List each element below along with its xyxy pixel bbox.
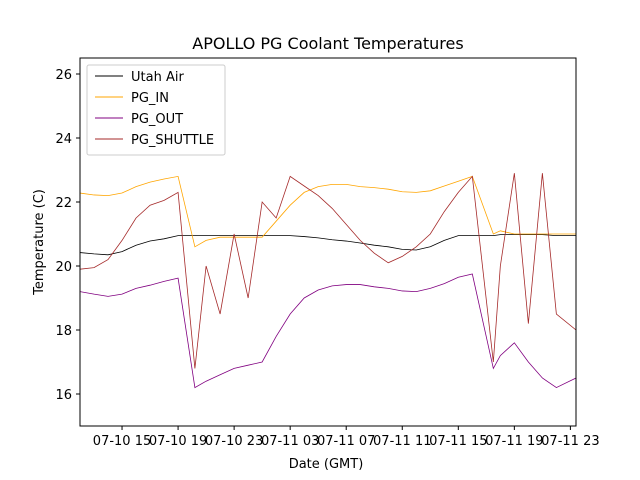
y-tick-label: 26 <box>55 68 72 83</box>
legend-label: PG_OUT <box>131 112 183 127</box>
y-tick-label: 24 <box>55 132 72 147</box>
x-tick-label: 07-11 23 <box>541 434 599 449</box>
series-line-utah-air <box>80 234 576 256</box>
y-tick-label: 20 <box>55 260 72 275</box>
x-axis-label: Date (GMT) <box>289 457 364 472</box>
plot-frame <box>79 57 577 427</box>
y-tick-label: 16 <box>55 388 72 403</box>
x-tick-label: 07-11 07 <box>317 434 375 449</box>
series-line-pg-in <box>80 175 576 248</box>
x-tick-label: 07-10 19 <box>149 434 207 449</box>
y-tick-label: 18 <box>55 324 72 339</box>
legend-label: PG_SHUTTLE <box>131 133 214 148</box>
legend-box <box>86 64 226 156</box>
plot-area <box>80 173 576 389</box>
x-tick-label: 07-10 15 <box>93 434 151 449</box>
x-tick-label: 07-10 23 <box>205 434 263 449</box>
x-tick-label: 07-11 15 <box>429 434 487 449</box>
x-tick-label: 07-11 03 <box>261 434 319 449</box>
x-tick-label: 07-11 11 <box>373 434 431 449</box>
y-axis-label: Temperature (C) <box>32 189 47 296</box>
legend-label: PG_IN <box>131 91 169 106</box>
legend-label: Utah Air <box>131 70 184 85</box>
chart-title: APOLLO PG Coolant Temperatures <box>192 34 463 53</box>
legend: Utah Air PG_IN PG_OUT PG_SHUTTLE <box>86 64 226 156</box>
y-tick-label: 22 <box>55 196 72 211</box>
series-line-pg-out <box>80 273 576 389</box>
series-line-pg-shuttle <box>80 173 576 369</box>
series-group <box>80 173 576 389</box>
x-tick-label: 07-11 19 <box>485 434 543 449</box>
